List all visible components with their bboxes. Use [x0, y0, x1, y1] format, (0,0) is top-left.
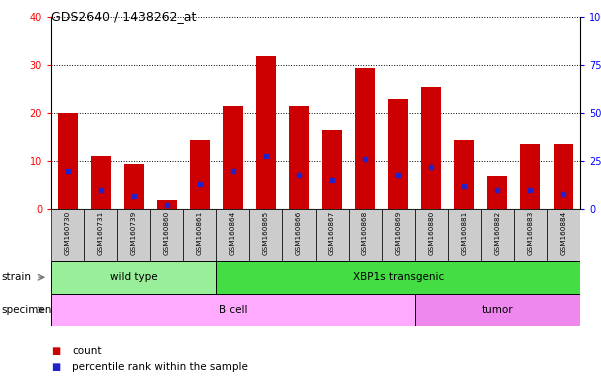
Bar: [289, 106, 309, 209]
Text: GSM160869: GSM160869: [395, 211, 401, 255]
Bar: [51, 261, 216, 294]
Bar: [58, 113, 78, 209]
Text: count: count: [72, 346, 102, 356]
Bar: [183, 209, 216, 261]
Bar: [51, 209, 84, 261]
Bar: [448, 209, 481, 261]
Bar: [554, 144, 573, 209]
Bar: [91, 157, 111, 209]
Bar: [415, 294, 580, 326]
Bar: [454, 140, 474, 209]
Bar: [487, 176, 507, 209]
Text: GSM160884: GSM160884: [561, 211, 566, 255]
Bar: [84, 209, 117, 261]
Text: percentile rank within the sample: percentile rank within the sample: [72, 362, 248, 372]
Bar: [355, 68, 375, 209]
Text: GSM160731: GSM160731: [98, 211, 103, 255]
Bar: [382, 209, 415, 261]
Bar: [256, 56, 276, 209]
Text: XBP1s transgenic: XBP1s transgenic: [353, 272, 444, 283]
Bar: [481, 209, 514, 261]
Bar: [216, 209, 249, 261]
Bar: [216, 261, 580, 294]
Bar: [514, 209, 547, 261]
Text: GDS2640 / 1438262_at: GDS2640 / 1438262_at: [51, 10, 197, 23]
Bar: [51, 294, 415, 326]
Text: GSM160880: GSM160880: [429, 211, 434, 255]
Bar: [421, 87, 441, 209]
Text: GSM160864: GSM160864: [230, 211, 236, 255]
Bar: [150, 209, 183, 261]
Bar: [282, 209, 316, 261]
Text: GSM160739: GSM160739: [131, 211, 136, 255]
Bar: [316, 209, 349, 261]
Bar: [415, 209, 448, 261]
Text: GSM160867: GSM160867: [329, 211, 335, 255]
Text: strain: strain: [1, 272, 31, 282]
Text: GSM160861: GSM160861: [197, 211, 203, 255]
Bar: [388, 99, 408, 209]
Text: ■: ■: [51, 362, 60, 372]
Bar: [520, 144, 540, 209]
Text: wild type: wild type: [110, 272, 157, 283]
Bar: [190, 140, 210, 209]
Text: GSM160883: GSM160883: [528, 211, 533, 255]
Text: GSM160860: GSM160860: [164, 211, 169, 255]
Bar: [124, 164, 144, 209]
Text: GSM160865: GSM160865: [263, 211, 269, 255]
Text: specimen: specimen: [1, 305, 52, 315]
Text: GSM160730: GSM160730: [65, 211, 70, 255]
Bar: [322, 130, 342, 209]
Text: tumor: tumor: [481, 305, 513, 315]
Bar: [223, 106, 243, 209]
Text: ■: ■: [51, 346, 60, 356]
Bar: [547, 209, 580, 261]
Text: GSM160881: GSM160881: [462, 211, 467, 255]
Bar: [157, 200, 177, 209]
Text: B cell: B cell: [219, 305, 247, 315]
Text: GSM160868: GSM160868: [362, 211, 368, 255]
Bar: [117, 209, 150, 261]
Bar: [349, 209, 382, 261]
Bar: [249, 209, 282, 261]
Text: GSM160882: GSM160882: [495, 211, 500, 255]
Text: GSM160866: GSM160866: [296, 211, 302, 255]
